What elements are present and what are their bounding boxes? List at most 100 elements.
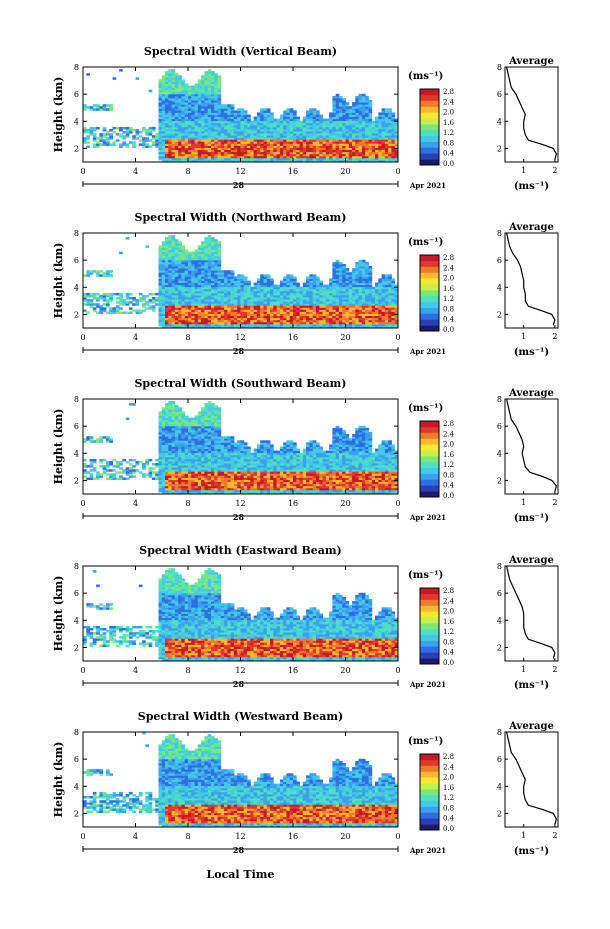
heatmap-cell <box>312 108 317 111</box>
heatmap-cell <box>181 139 186 142</box>
heatmap-cell <box>279 137 284 140</box>
heatmap-cell <box>171 129 176 132</box>
heatmap-cell <box>394 319 399 323</box>
heatmap-cell <box>355 323 359 327</box>
heatmap-cell <box>325 129 330 132</box>
heatmap-cell <box>233 305 238 308</box>
heatmap-cell <box>194 131 199 134</box>
heatmap-cell <box>312 288 317 292</box>
heatmap-cell <box>138 309 143 312</box>
heatmap-cell <box>217 85 222 89</box>
heatmap-cell <box>119 69 123 72</box>
heatmap-cell <box>151 143 156 146</box>
heatmap-cell <box>161 255 166 259</box>
heatmap-cell <box>306 311 310 314</box>
heatmap-cell <box>161 280 166 283</box>
heatmap-cell <box>338 108 343 111</box>
heatmap-cell <box>391 129 396 132</box>
heatmap-cell <box>270 112 274 115</box>
heatmap-cell <box>256 155 261 159</box>
heatmap-cell <box>391 120 396 124</box>
heatmap-cell <box>224 145 228 148</box>
heatmap-cell <box>151 129 156 132</box>
heatmap-cell <box>178 321 182 325</box>
heatmap-cell <box>240 274 245 277</box>
heatmap-cell <box>214 299 218 302</box>
heatmap-cell <box>158 319 163 323</box>
heatmap-cell <box>240 122 245 126</box>
heatmap-cell <box>158 450 163 454</box>
heatmap-cell <box>109 463 113 466</box>
heatmap-cell <box>214 73 218 76</box>
heatmap-cell <box>243 323 248 327</box>
heatmap-cell <box>184 305 189 308</box>
heatmap-cell <box>345 299 350 302</box>
heatmap-cell <box>188 151 192 155</box>
heatmap-cell <box>211 98 215 101</box>
heatmap-cell <box>237 147 241 150</box>
heatmap-cell <box>217 311 222 314</box>
heatmap-cell <box>207 297 212 300</box>
heatmap-cell <box>247 299 251 302</box>
heatmap-cell <box>299 286 304 290</box>
heatmap-cell <box>345 276 350 279</box>
heatmap-cell <box>207 153 212 157</box>
heatmap-cell <box>217 110 222 113</box>
heatmap-cell <box>227 315 232 319</box>
heatmap-cell <box>165 98 169 101</box>
heatmap-cell <box>325 323 330 327</box>
heatmap-cell <box>207 89 212 93</box>
heatmap-cell <box>302 157 307 161</box>
heatmap-cell <box>276 141 281 144</box>
heatmap-cell <box>319 147 323 150</box>
heatmap-cell <box>335 116 340 120</box>
heatmap-cell <box>207 286 212 290</box>
heatmap-cell <box>214 241 218 244</box>
heatmap-cell <box>217 282 222 286</box>
heatmap-cell <box>335 325 340 329</box>
heatmap-cell <box>286 282 291 286</box>
heatmap-cell <box>194 139 199 142</box>
heatmap-cell <box>188 112 192 115</box>
heatmap-cell <box>165 71 169 74</box>
heatmap-cell <box>174 245 179 248</box>
heatmap-cell <box>263 290 268 294</box>
heatmap-cell <box>161 131 166 134</box>
heatmap-cell <box>181 141 186 144</box>
heatmap-cell <box>204 303 209 306</box>
heatmap-cell <box>145 307 149 310</box>
heatmap-cell <box>184 274 189 277</box>
heatmap-cell <box>358 303 363 306</box>
heatmap-cell <box>286 120 291 124</box>
heatmap-cell <box>375 295 379 298</box>
heatmap-cell <box>188 91 192 95</box>
heatmap-cell <box>263 147 268 150</box>
heatmap-cell <box>168 133 172 136</box>
heatmap-cell <box>263 297 268 300</box>
heatmap-cell <box>207 272 212 275</box>
heatmap-cell <box>211 280 215 283</box>
heatmap-cell <box>207 321 212 325</box>
heatmap-cell <box>237 118 241 122</box>
heatmap-cell <box>266 116 271 120</box>
heatmap-cell <box>250 319 254 323</box>
heatmap-cell <box>319 292 323 296</box>
heatmap-cell <box>165 149 169 153</box>
heatmap-cell <box>168 89 172 93</box>
heatmap-cell <box>391 325 396 329</box>
heatmap-cell <box>102 126 107 130</box>
heatmap-cell <box>289 321 294 325</box>
heatmap-cell <box>201 126 205 130</box>
heatmap-cell <box>158 485 163 489</box>
heatmap-cell <box>352 122 356 126</box>
heatmap-cell <box>158 98 163 101</box>
heatmap-cell <box>365 153 369 157</box>
panel-title: Spectral Width (Southward Beam) <box>134 377 346 390</box>
heatmap-cell <box>247 297 251 300</box>
heatmap-cell <box>181 135 186 138</box>
heatmap-cell <box>171 295 176 298</box>
heatmap-cell <box>371 131 376 134</box>
heatmap-cell <box>306 145 310 148</box>
heatmap-cell <box>306 290 310 294</box>
heatmap-cell <box>273 151 277 155</box>
